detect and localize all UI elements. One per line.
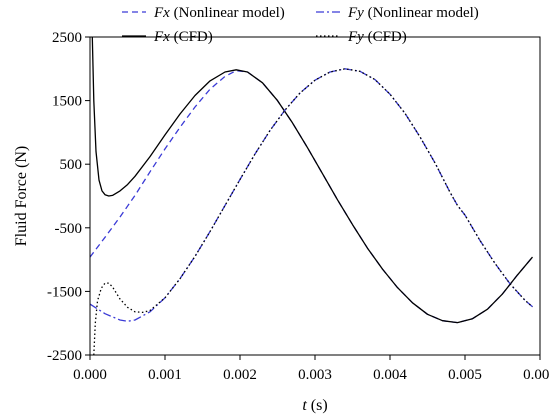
y-tick-label: 1500 [52, 94, 82, 110]
x-tick-label: 0.001 [148, 367, 182, 383]
x-tick-label: 0.002 [223, 367, 257, 383]
legend: Fx (Nonlinear model)Fx (CFD)Fy (Nonlinea… [122, 5, 479, 45]
x-axis-title: t (s) [302, 397, 327, 414]
y-tick-label: -500 [55, 221, 83, 237]
series-line-2 [89, 68, 533, 322]
y-axis-title: Fluid Force (N) [13, 146, 30, 246]
y-tick-label: 2500 [52, 30, 82, 46]
axes: 0.000 0.001 0.002 0.003 0.004 0.005 0.006 2500 1… [47, 30, 550, 383]
x-tick-label: 0.005 [448, 367, 482, 383]
x-tick-label: 0.006 [523, 367, 550, 383]
plot-frame [89, 36, 541, 356]
y-tick-label: -2500 [47, 348, 82, 364]
legend-label-2: Fy (Nonlinear model) [347, 5, 479, 21]
series-line-1 [91, 36, 533, 324]
x-tick-label: 0.000 [73, 367, 107, 383]
legend-label-0: Fx (Nonlinear model) [153, 5, 285, 21]
series-line-0 [89, 70, 533, 324]
y-tick-label: -1500 [47, 284, 82, 300]
y-tick-label: 500 [60, 157, 83, 173]
series-layer [89, 36, 533, 356]
series-line-3 [93, 68, 533, 356]
x-tick-label: 0.003 [298, 367, 332, 383]
x-tick-label: 0.004 [373, 367, 407, 383]
